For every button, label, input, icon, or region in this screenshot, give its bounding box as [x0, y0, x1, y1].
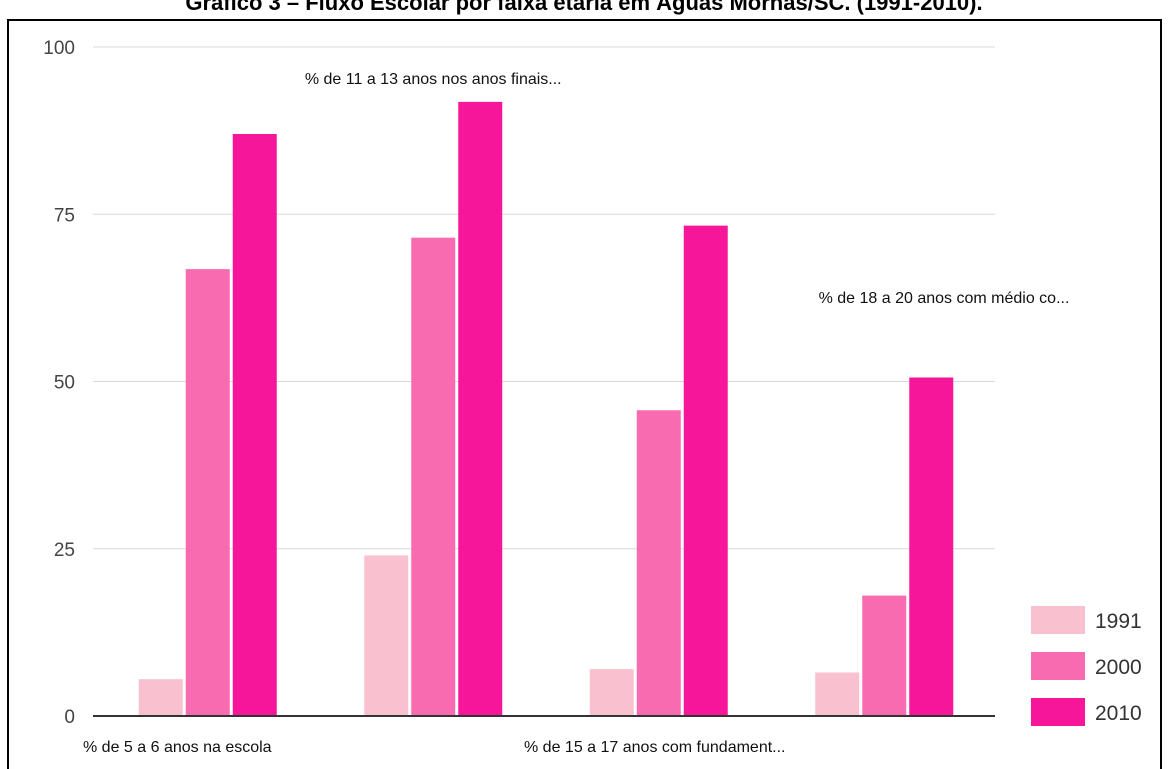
y-tick-label: 0 [64, 707, 75, 728]
legend-swatch-1991 [1031, 606, 1085, 634]
category-label-3: % de 18 a 20 anos com médio co... [819, 290, 1070, 307]
bar-2000-3 [862, 595, 907, 716]
legend-swatch-2010 [1031, 698, 1085, 726]
bar-2010-0 [232, 133, 277, 717]
category-label-2: % de 15 a 17 anos com fundament... [524, 739, 786, 756]
bar-1991-3 [815, 672, 860, 716]
y-tick-label: 50 [54, 373, 75, 394]
category-labels: % de 5 a 6 anos na escola % de 11 a 13 an… [83, 71, 1069, 756]
category-label-1: % de 11 a 13 anos nos anos finais... [305, 71, 562, 88]
bar-2010-2 [683, 225, 728, 717]
chart-frame [7, 19, 1162, 769]
y-tick-label: 75 [54, 205, 75, 226]
legend: 1991 2000 2010 [1031, 606, 1142, 726]
bar-1991-1 [364, 555, 409, 716]
bar-2000-1 [411, 237, 456, 717]
legend-label-2010: 2010 [1095, 702, 1142, 725]
legend-label-2000: 2000 [1095, 656, 1142, 679]
y-axis-ticks: 0 25 50 75 100 [43, 38, 75, 728]
category-label-0: % de 5 a 6 anos na escola [83, 739, 272, 756]
bar-1991-0 [138, 679, 183, 716]
bar-2010-1 [458, 101, 503, 716]
legend-swatch-2000 [1031, 652, 1085, 680]
chart-title: Gráfico 3 – Fluxo Escolar por faixa etár… [185, 0, 982, 15]
bar-1991-2 [589, 669, 634, 716]
bar-2000-0 [185, 269, 230, 716]
bar-2000-2 [636, 410, 681, 716]
y-tick-label: 25 [54, 540, 75, 561]
bars [138, 101, 954, 717]
y-tick-label: 100 [43, 38, 75, 59]
legend-label-1991: 1991 [1095, 610, 1142, 633]
bar-2010-3 [909, 377, 954, 716]
